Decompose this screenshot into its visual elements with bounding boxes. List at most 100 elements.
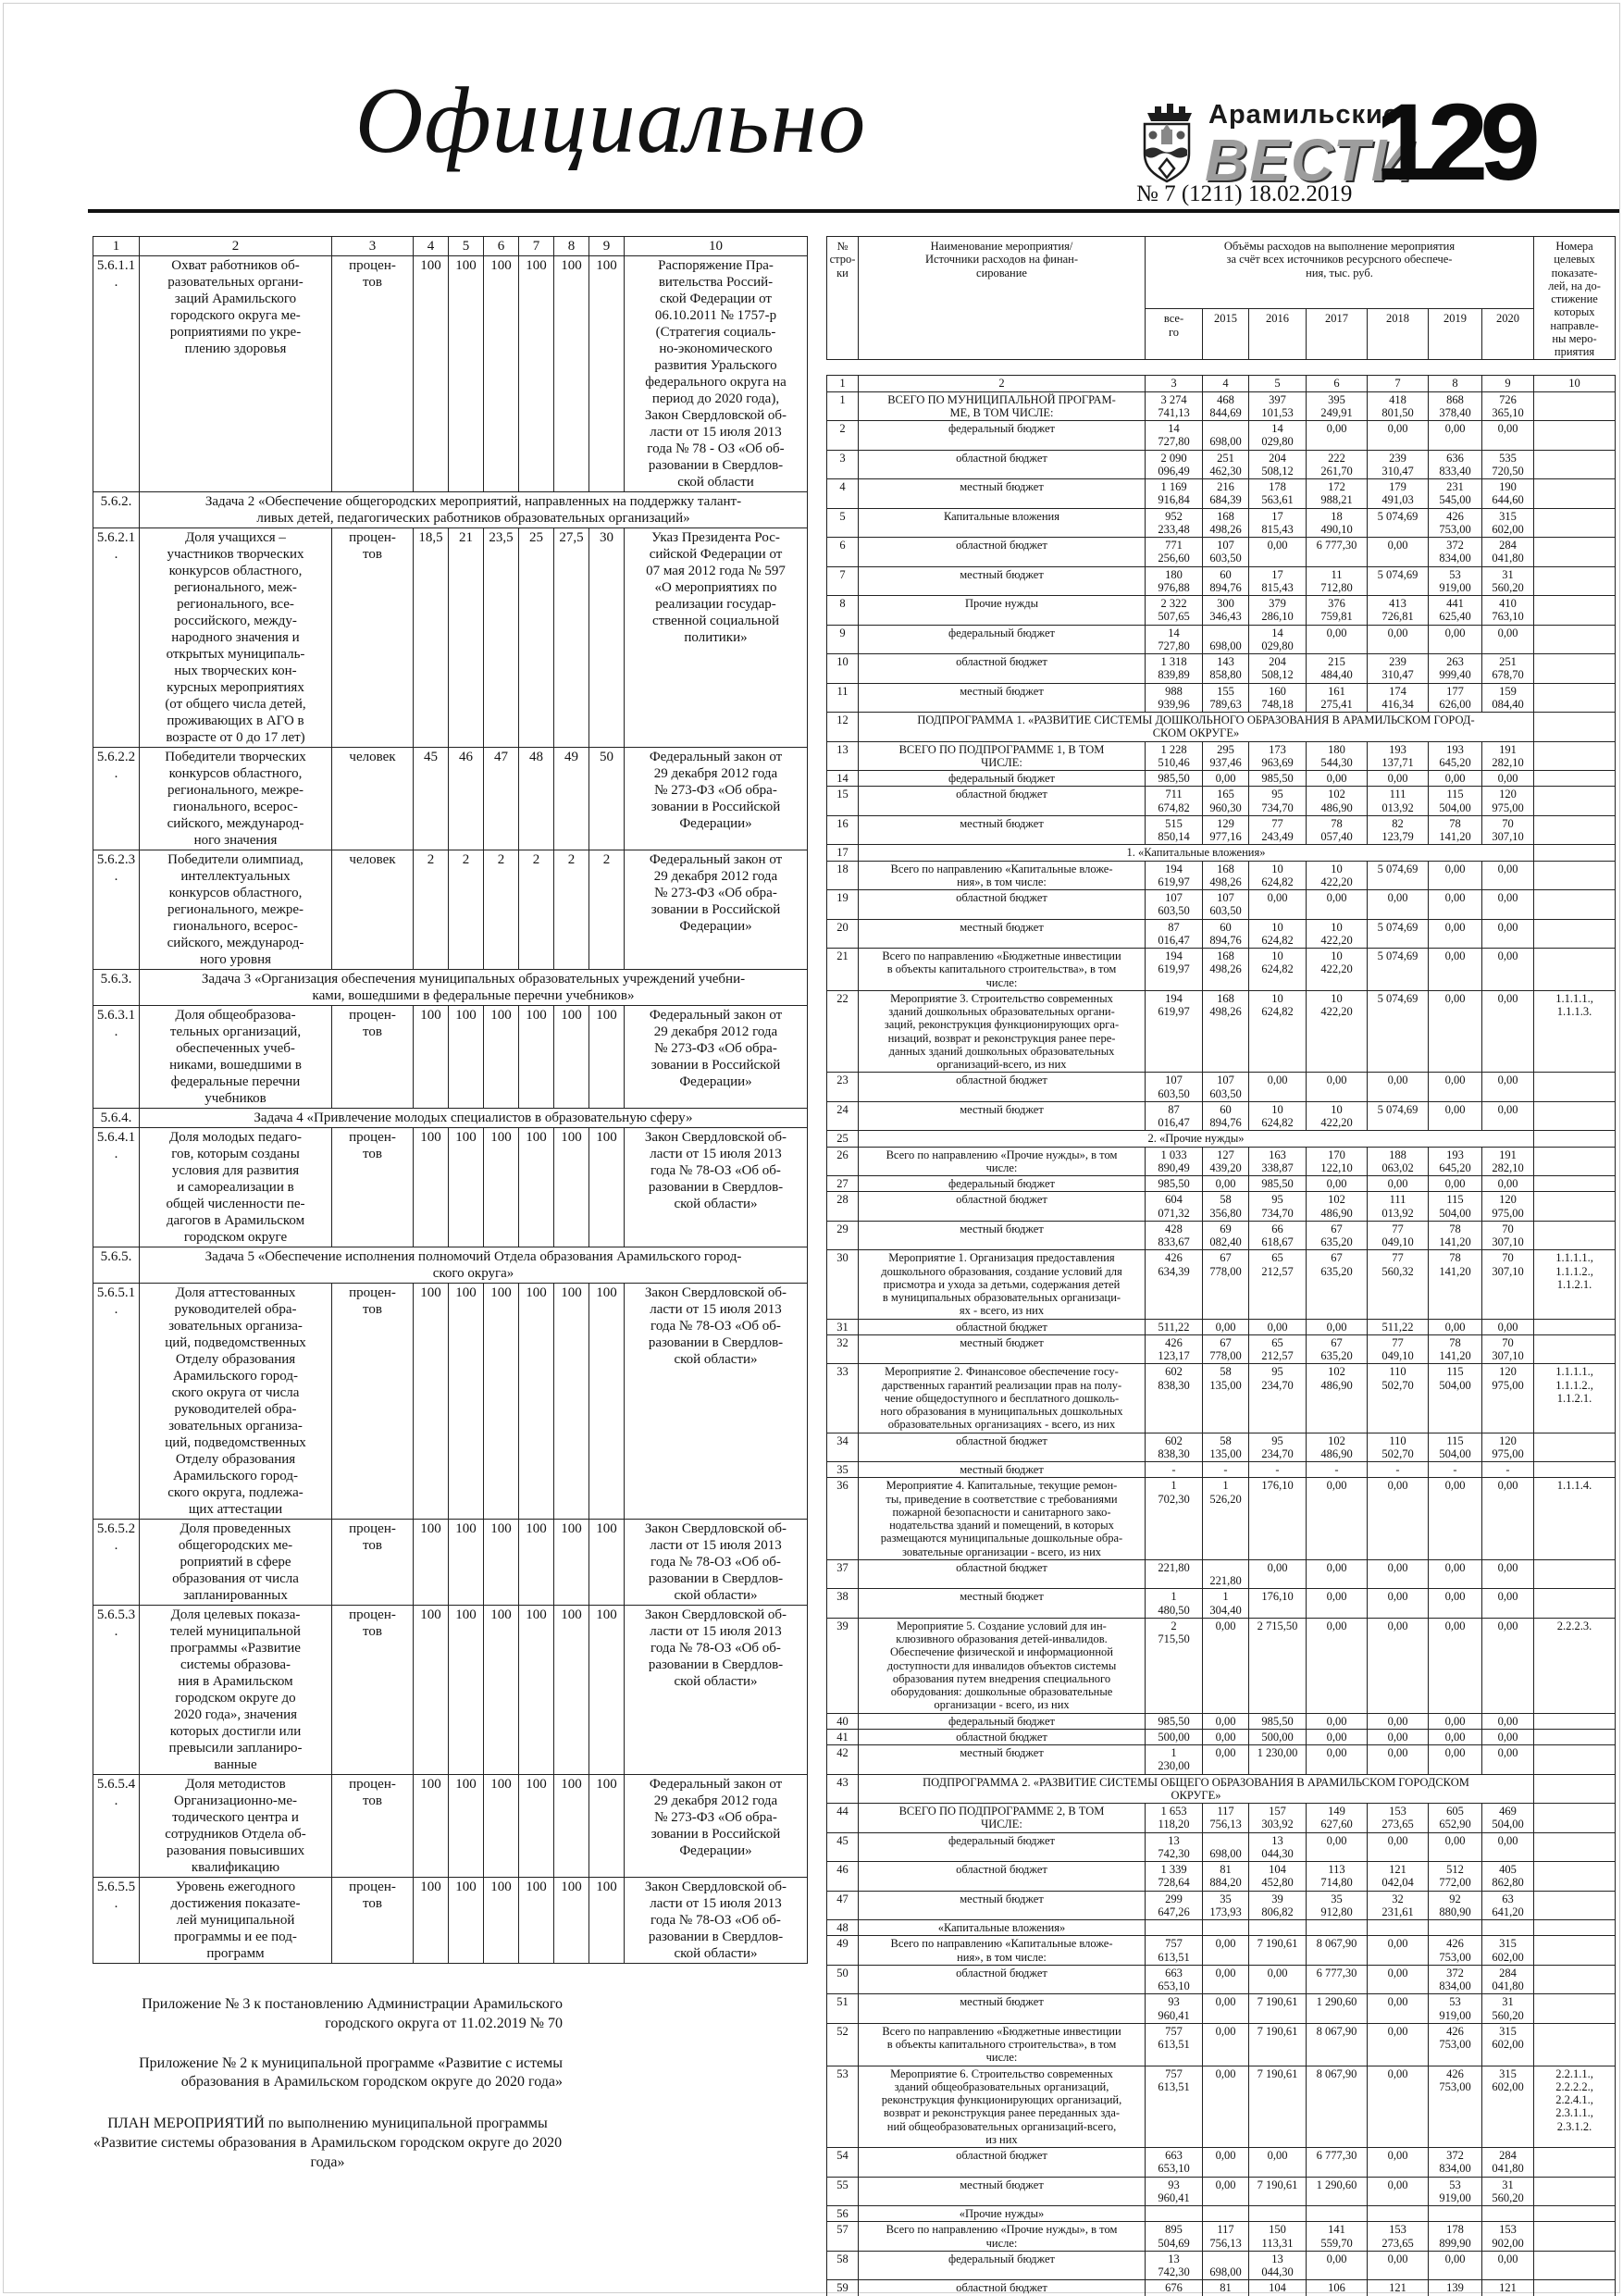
legal-basis-cell: Федеральный закон от 29 декабря 2012 год… <box>624 1774 808 1878</box>
amount-cell: 426 753,00 <box>1428 2065 1482 2148</box>
indicator-value-cell: 2 <box>518 850 554 970</box>
amount-cell: 58 135,00 <box>1202 1432 1249 1462</box>
amount-cell: 222 261,70 <box>1306 449 1368 479</box>
amount-cell: 70 307,10 <box>1481 814 1534 846</box>
measure-name-cell: местный бюджет <box>858 565 1146 596</box>
row-number-cell: 58 <box>826 2250 859 2281</box>
indicator-value-cell: 100 <box>518 1127 554 1247</box>
indicator-row: 5.6.1.1. Охват работников об- разовательн… <box>93 255 808 492</box>
amount-cell: 372 834,00 <box>1428 2147 1482 2178</box>
row-number-cell: 16 <box>826 814 859 846</box>
amount-cell: 216 684,39 <box>1202 478 1249 509</box>
row-number-cell: 57 <box>826 2221 859 2252</box>
amount-cell: 410 763,10 <box>1481 595 1534 626</box>
plan-row: 39 Мероприятие 5. Создание условий для ин… <box>826 1617 1616 1714</box>
amount-cell: 757 613,51 <box>1145 2022 1203 2066</box>
amount-cell: 0,00 <box>1202 1617 1249 1714</box>
row-number-cell: 5.6.5.2. <box>93 1519 140 1606</box>
amount-cell: 985,50 <box>1248 1712 1307 1730</box>
indicator-ref-cell <box>1533 478 1616 509</box>
plan-row: 31 областной бюджет 511,22 0,00 0,00 0,00 511,… <box>826 1318 1616 1335</box>
amount-cell: 500,00 <box>1145 1728 1203 1746</box>
amount-cell: 221,80 <box>1145 1558 1203 1590</box>
indicator-ref-cell <box>1533 1712 1616 1730</box>
amount-cell: 372 834,00 <box>1428 1964 1482 1995</box>
measure-name-cell: областной бюджет <box>858 537 1146 567</box>
row-number-cell: 5.6.3.1. <box>93 1005 140 1109</box>
measure-name-cell: областной бюджет <box>858 1728 1146 1746</box>
indicator-value-cell: 100 <box>413 255 449 492</box>
page-title: Официально <box>354 68 867 173</box>
plan-row: 36 Мероприятие 4. Капитальные, текущие ре… <box>826 1477 1616 1560</box>
column-number-cell: 7 <box>518 236 554 256</box>
header-amounts-group: Объёмы расходов на выполнение мероприяти… <box>1144 235 1535 310</box>
amount-cell <box>1428 1918 1482 1937</box>
amount-cell: 0,00 <box>1306 1072 1368 1102</box>
amount-cell: 0,00 <box>1481 948 1534 991</box>
amount-cell: 636 833,40 <box>1428 449 1482 479</box>
row-number-cell: 19 <box>826 889 859 920</box>
amount-cell: 160 748,18 <box>1248 682 1307 713</box>
measure-name-cell: местный бюджет <box>858 1334 1146 1365</box>
row-number-cell: 27 <box>826 1174 859 1193</box>
row-number-cell: 46 <box>826 1861 859 1892</box>
column-number-cell: 5 <box>448 236 484 256</box>
amount-cell: 180 544,30 <box>1306 740 1368 771</box>
amount-cell: 70 307,10 <box>1481 1334 1534 1365</box>
indicator-row: 5.6.2.3. Победители олимпиад, интеллектуа… <box>93 850 808 970</box>
amount-cell: 78 141,20 <box>1428 814 1482 846</box>
column-number-cell: 3 <box>331 236 414 256</box>
row-number-cell: 36 <box>826 1477 859 1560</box>
plan-row: 34 областной бюджет 602 838,30 58 135,00 95 … <box>826 1432 1616 1462</box>
indicator-row: 5.6.5.5. Уровень ежегодного достижения по… <box>93 1877 808 1964</box>
plan-row: 51 местный бюджет 93 960,41 0,00 7 190,61 1 2… <box>826 1993 1616 2024</box>
amount-cell: 77 049,10 <box>1367 1220 1429 1251</box>
indicator-value-cell: 100 <box>448 1774 484 1878</box>
amount-cell: 0,00 <box>1202 1744 1249 1775</box>
amount-cell: 0,00 <box>1306 1712 1368 1730</box>
amount-cell <box>1202 1918 1249 1937</box>
row-number-cell: 5.6.2.3. <box>93 850 140 970</box>
amount-cell: 605 652,90 <box>1428 1803 1482 1833</box>
column-number-cell: 10 <box>624 236 808 256</box>
indicator-name-cell: Победители творческих конкурсов областно… <box>139 747 332 850</box>
indicator-ref-cell <box>1533 1558 1616 1590</box>
indicator-ref-cell <box>1533 1318 1616 1335</box>
amount-cell: 426 634,39 <box>1145 1249 1203 1320</box>
amount-cell <box>1367 1918 1429 1937</box>
indicator-value-cell: 100 <box>413 1519 449 1606</box>
amount-cell: 0,00 <box>1367 2250 1429 2281</box>
indicator-value-cell: 100 <box>588 1519 625 1606</box>
amount-cell: 711 674,82 <box>1145 786 1203 816</box>
amount-cell: 78 141,20 <box>1428 1249 1482 1320</box>
amount-cell: - <box>1481 1460 1534 1479</box>
row-number-cell: 12 <box>826 712 859 742</box>
row-number-cell: 51 <box>826 1993 859 2024</box>
indicator-ref-cell <box>1533 2221 1616 2252</box>
measure-name-cell: местный бюджет <box>858 478 1146 509</box>
header-body-gap <box>826 360 1615 375</box>
plan-row: 3 областной бюджет 2 090 096,49 251 462,30 2… <box>826 449 1616 479</box>
row-number-cell: 52 <box>826 2022 859 2066</box>
amount-cell: 149 627,60 <box>1306 1803 1368 1833</box>
indicator-row: 5.6.5.3. Доля целевых показа- телей муниц… <box>93 1605 808 1775</box>
indicator-ref-cell <box>1533 2176 1616 2206</box>
indicator-ref-cell <box>1533 624 1616 654</box>
indicator-value-cell: 2 <box>553 850 589 970</box>
plan-row: 32 местный бюджет 426 123,17 67 778,00 65 21… <box>826 1334 1616 1365</box>
indicator-value-cell: 100 <box>553 255 589 492</box>
amount-cell: 0,00 <box>1367 2065 1429 2148</box>
amount-cell: 117 756,13 <box>1202 2221 1249 2252</box>
row-number-cell: 5.6.5.4. <box>93 1774 140 1878</box>
amount-cell: 77 560,32 <box>1367 1249 1429 1320</box>
amount-cell: 1 230,00 <box>1248 1744 1307 1775</box>
amount-cell: 0,00 <box>1428 1174 1482 1193</box>
row-number-cell: 9 <box>826 624 859 654</box>
amount-cell: 468 844,69 <box>1202 391 1249 421</box>
amount-cell: 5 074,69 <box>1367 860 1429 890</box>
amount-cell: 150 113,31 <box>1248 2221 1307 2252</box>
amount-cell: 120 975,00 <box>1481 1432 1534 1462</box>
indicator-ref-cell <box>1533 682 1616 713</box>
amount-cell: 14 029,80 <box>1248 420 1307 451</box>
amount-cell: 153 273,65 <box>1367 1803 1429 1833</box>
